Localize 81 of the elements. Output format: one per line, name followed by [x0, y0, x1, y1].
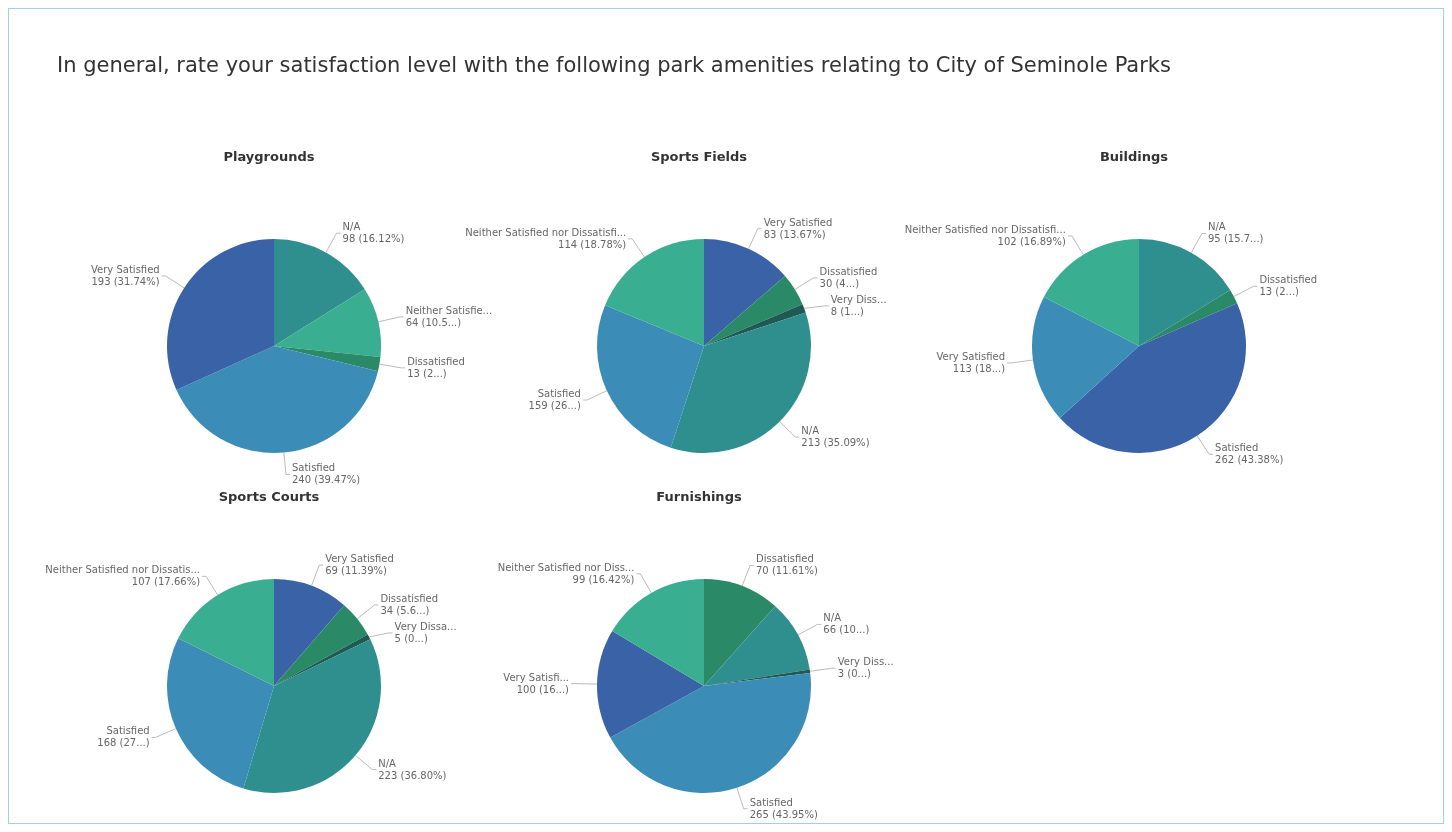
pie-slice: [704, 276, 803, 346]
slice-label: Dissatisfied: [756, 553, 814, 565]
pie-slice: [243, 639, 381, 793]
pie-slice: [167, 638, 274, 789]
slice-label: Very Dissa...: [394, 620, 457, 632]
slice-label: Very Satisfied: [91, 264, 160, 275]
data-label: 265 (43.95%): [749, 808, 818, 820]
data-label: 95 (15.7...): [1207, 233, 1264, 245]
chart-title: Playgrounds: [222, 149, 316, 166]
pie-slice: [1139, 290, 1238, 346]
pie-slice: [274, 605, 368, 686]
pie-slice: [704, 606, 810, 686]
slice-label: Neither Satisfie...: [405, 304, 493, 316]
slice-label: Dissatisfied: [407, 355, 465, 367]
data-label: 8 (1...): [830, 305, 865, 317]
chart-title: Furnishings: [655, 489, 743, 506]
slice-label: Very Satisfied: [763, 216, 833, 228]
data-label: 113 (18...): [952, 362, 1006, 374]
slice-label: Neither Satisfied nor Dissatis...: [45, 564, 201, 576]
slice-label: Very Diss...: [837, 656, 894, 668]
slice-label: Very Satisfied: [325, 553, 394, 565]
pie-slice: [176, 346, 378, 453]
slice-label: N/A: [801, 425, 820, 437]
data-label: 64 (10.5...): [405, 316, 462, 328]
data-label: 107 (17.66%): [131, 576, 201, 588]
slice-label: Neither Satisfied nor Diss...: [497, 561, 635, 573]
pie-slice: [274, 579, 345, 686]
data-label: 168 (27...): [97, 737, 150, 749]
slice-label: Neither Satisfied nor Dissatisfi...: [465, 226, 627, 238]
data-label: 66 (10...): [823, 624, 870, 636]
pie-slice: [610, 672, 811, 793]
data-label: 98 (16.12%): [342, 233, 405, 245]
slice-label: Satisfied: [291, 462, 336, 474]
data-label: 13 (2...): [407, 367, 447, 379]
slice-label: N/A: [1207, 221, 1226, 233]
slice-label: Very Diss...: [830, 293, 887, 305]
slice-label: Very Satisfied: [936, 350, 1006, 362]
data-label: 70 (11.61%): [756, 565, 818, 577]
data-label: 262 (43.38%): [1215, 454, 1284, 466]
slice-label: Dissatisfied: [1259, 274, 1318, 286]
data-label: 5 (0...): [394, 632, 428, 644]
pie-slice: [704, 304, 806, 346]
slice-label: Satisfied: [537, 388, 581, 400]
slice-label: Satisfied: [749, 796, 793, 808]
slice-label: Dissatisfied: [819, 265, 878, 277]
chart-title: Buildings: [1098, 149, 1170, 166]
data-label: 213 (35.09%): [801, 437, 870, 449]
pie-slice: [597, 305, 704, 448]
text: In general, rate your satisfaction level with the following park amenities relating to City of Seminole Parks: [57, 53, 1171, 77]
pie-slice: [167, 239, 274, 390]
slice-label: Satisfied: [106, 725, 150, 737]
chart-title: Sports Courts: [217, 489, 321, 506]
pie-slice: [704, 579, 776, 686]
data-label: 34 (5.6...): [380, 604, 430, 616]
data-label: 240 (39.47%): [291, 474, 361, 486]
slice-label: N/A: [823, 612, 842, 624]
data-label: 3 (0...): [837, 668, 872, 680]
slice-label: N/A: [378, 757, 397, 769]
chart-title: Sports Fields: [649, 149, 749, 166]
slice-label: N/A: [342, 221, 361, 233]
slice-label: Very Satisfi...: [503, 671, 570, 683]
data-label: 193 (31.74%): [91, 276, 160, 287]
data-label: 223 (36.80%): [378, 769, 447, 781]
data-label: 102 (16.89%): [997, 235, 1066, 247]
slice-label: Satisfied: [1215, 442, 1259, 454]
data-label: 83 (13.67%): [763, 228, 826, 240]
data-label: 114 (18.78%): [558, 238, 627, 250]
pie-slice: [704, 669, 811, 686]
pie-slice: [274, 289, 381, 358]
data-label: 100 (16...): [516, 683, 570, 695]
pie-slice: [597, 631, 704, 738]
pie-slice: [274, 346, 381, 372]
slice-label: Dissatisfied: [380, 592, 439, 604]
data-label: 13 (2...): [1259, 286, 1300, 298]
pie-slice: [704, 239, 786, 346]
data-label: 69 (11.39%): [325, 565, 388, 577]
data-label: 30 (4...): [819, 277, 860, 289]
slice-label: Neither Satisfied nor Dissatisfi...: [904, 223, 1066, 235]
data-label: 99 (16.42%): [572, 573, 635, 585]
pie-slice: [1032, 297, 1139, 419]
data-label: 159 (26...): [528, 400, 581, 412]
